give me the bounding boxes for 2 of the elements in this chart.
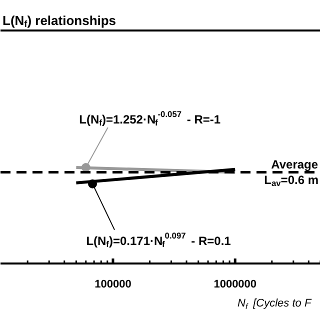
x-tick-label: 1000000: [214, 278, 257, 290]
x-tick-label: 100000: [94, 278, 132, 290]
